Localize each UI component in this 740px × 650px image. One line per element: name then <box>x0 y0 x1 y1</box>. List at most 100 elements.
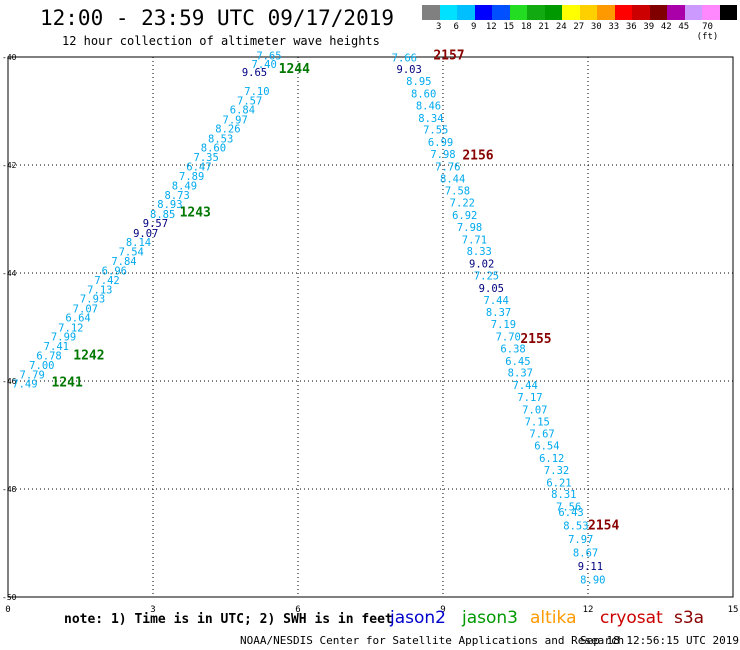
color-label: 30 <box>590 22 602 32</box>
color-swatch <box>527 5 545 20</box>
wave-height-value: 8.46 <box>416 100 441 112</box>
y-tick-label: -48 <box>2 485 17 494</box>
wave-height-value: 9.03 <box>397 64 422 76</box>
y-tick-label: -42 <box>2 161 17 170</box>
wave-height-value: 8.33 <box>467 246 492 258</box>
color-swatch <box>702 5 720 20</box>
page-title: 12:00 - 23:59 UTC 09/17/2019 <box>40 6 395 30</box>
color-swatch <box>457 5 475 20</box>
wave-height-value: 7.07 <box>522 404 547 416</box>
wave-height-value: 8.53 <box>208 133 233 145</box>
wave-height-value: 7.07 <box>73 303 98 315</box>
wave-height-value: 6.96 <box>102 266 127 278</box>
y-tick-label: -40 <box>2 53 17 62</box>
wave-height-value: 8.60 <box>411 89 436 101</box>
wave-height-value: 9.57 <box>143 218 168 230</box>
wave-height-value: 6.99 <box>428 137 453 149</box>
wave-height-value: 7.84 <box>111 256 136 268</box>
wave-height-value: 7.54 <box>119 247 144 259</box>
wave-height-value: 7.19 <box>491 319 516 331</box>
legend-jason3: jason3 <box>462 608 518 628</box>
color-scale: 3 6 9 12 15 18 21 24 27 30 33 36 39 42 45 70 (ft) <box>422 5 737 42</box>
track-id-label: 1243 <box>180 205 211 220</box>
wave-height-value: 8.31 <box>551 489 576 501</box>
wave-height-value: 6.12 <box>539 453 564 465</box>
track-id-label: 1244 <box>279 62 310 77</box>
wave-height-value: 7.12 <box>58 322 83 334</box>
wave-height-value: 6.47 <box>186 161 211 173</box>
color-label: 39 <box>643 22 655 32</box>
color-swatch <box>492 5 510 20</box>
y-tick-label: -44 <box>2 269 17 278</box>
wave-height-value: 7.40 <box>252 59 277 71</box>
wave-height-value: 7.71 <box>462 234 487 246</box>
color-label: 27 <box>573 22 585 32</box>
track-id-label: 2157 <box>433 49 464 64</box>
wave-height-value: 7.32 <box>544 465 569 477</box>
wave-height-value: 7.99 <box>51 332 76 344</box>
y-tick-label: -50 <box>2 593 17 602</box>
color-swatch <box>632 5 650 20</box>
color-swatch <box>509 5 527 20</box>
color-label: 3 <box>436 22 442 32</box>
wave-height-value: 6.78 <box>36 350 61 362</box>
wave-height-value: 8.44 <box>440 173 465 185</box>
color-swatch <box>684 5 702 20</box>
color-swatch <box>719 5 737 20</box>
wave-height-value: 7.57 <box>237 96 262 108</box>
color-swatch <box>439 5 457 20</box>
wave-height-value: 7.25 <box>474 270 499 282</box>
wave-height-value: 7.22 <box>450 198 475 210</box>
wave-height-value: 9.05 <box>479 283 504 295</box>
track-id-label: 2155 <box>520 332 551 347</box>
legend-altika: altika <box>530 608 577 628</box>
wave-height-value: 8.14 <box>126 237 151 249</box>
wave-height-value: 7.55 <box>423 125 448 137</box>
wave-height-value: 8.85 <box>150 209 175 221</box>
color-swatch <box>597 5 615 20</box>
x-tick-label: 3 <box>150 605 155 615</box>
wave-height-value: 8.90 <box>580 575 605 587</box>
color-label: 6 <box>453 22 459 32</box>
color-label: 9 <box>471 22 477 32</box>
wave-height-value: 7.89 <box>179 171 204 183</box>
wave-height-value: 7.44 <box>484 295 509 307</box>
wave-height-value: 7.76 <box>435 161 460 173</box>
wave-height-value: 6.43 <box>558 507 583 519</box>
x-tick-label: 0 <box>5 605 10 615</box>
color-label: 12 <box>485 22 497 32</box>
wave-height-value: 7.13 <box>87 285 112 297</box>
wave-height-value: 9.11 <box>578 561 603 573</box>
color-swatch <box>474 5 492 20</box>
color-label: 18 <box>520 22 532 32</box>
wave-height-value: 7.79 <box>20 369 45 381</box>
color-label: 21 <box>538 22 550 32</box>
wave-height-value: 7.44 <box>513 380 538 392</box>
wave-height-value: 8.60 <box>201 143 226 155</box>
wave-height-value: 7.17 <box>517 392 542 404</box>
wave-height-value: 8.49 <box>172 180 197 192</box>
wave-height-value: 7.97 <box>223 114 248 126</box>
y-tick-label: -46 <box>2 377 17 386</box>
color-swatch <box>579 5 597 20</box>
wave-height-value: 7.98 <box>457 222 482 234</box>
wave-height-value: 7.00 <box>29 360 54 372</box>
wave-height-value: 6.84 <box>230 105 255 117</box>
wave-height-value: 7.10 <box>244 86 269 98</box>
track-id-label: 2156 <box>462 149 493 164</box>
wave-height-value: 7.49 <box>12 378 37 390</box>
legend-s3a: s3a <box>674 608 705 628</box>
wave-height-value: 7.41 <box>44 341 69 353</box>
wave-height-value: 6.92 <box>452 210 477 222</box>
color-label: 70 (ft) <box>696 22 719 42</box>
color-swatch <box>544 5 562 20</box>
wave-height-value: 8.26 <box>215 124 240 136</box>
wave-height-value: 8.93 <box>157 199 182 211</box>
wave-height-value: 6.64 <box>65 313 90 325</box>
wave-height-value: 8.37 <box>486 307 511 319</box>
x-tick-label: 15 <box>728 605 739 615</box>
track-id-label: 2154 <box>588 519 619 534</box>
x-tick-label: 9 <box>440 605 445 615</box>
wave-height-value: 8.34 <box>418 113 443 125</box>
